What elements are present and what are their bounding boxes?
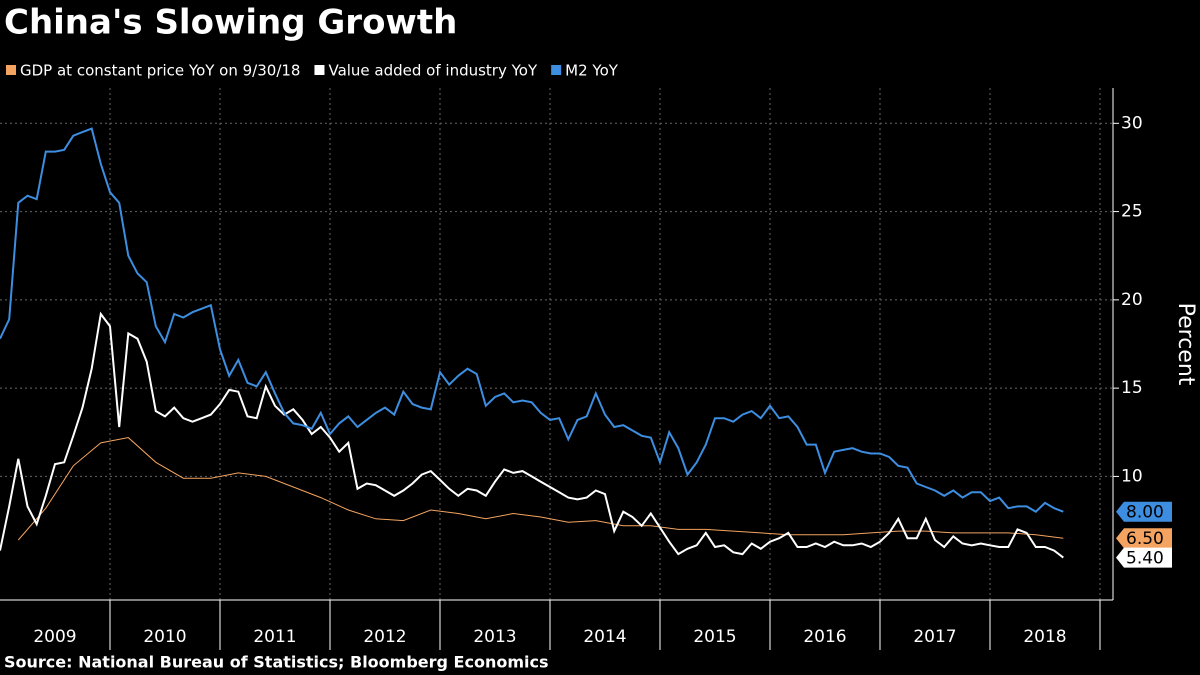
legend-label: M2 YoY: [565, 62, 619, 80]
source: Source: National Bureau of Statistics; B…: [4, 653, 549, 672]
x-tick-label: 2009: [33, 627, 76, 647]
end-label: 8.00: [1126, 503, 1164, 523]
y-tick-label: 30: [1121, 113, 1143, 133]
y-axis-label: Percent: [1173, 303, 1198, 386]
end-label: 5.40: [1126, 549, 1164, 569]
x-tick-label: 2014: [583, 627, 626, 647]
x-tick-label: 2011: [253, 627, 296, 647]
x-tick-label: 2012: [363, 627, 406, 647]
chart-title: China's Slowing Growth: [4, 3, 457, 43]
legend-swatch: [551, 65, 562, 75]
y-tick-label: 25: [1121, 202, 1143, 222]
end-label-box: [1116, 528, 1172, 549]
series-line: [0, 311, 1064, 559]
x-tick-label: 2016: [803, 627, 846, 647]
y-tick-label: 15: [1121, 378, 1143, 398]
x-tick-label: 2018: [1023, 627, 1066, 647]
x-tick-label: 2010: [143, 627, 186, 647]
legend: GDP at constant price YoY on 9/30/18 Valu…: [6, 62, 619, 80]
end-label: 6.50: [1126, 529, 1164, 549]
end-label-box: [1116, 547, 1172, 568]
x-tick-label: 2015: [693, 627, 736, 647]
x-tick-label: 2013: [473, 627, 516, 647]
end-label-box: [1116, 501, 1172, 522]
series-line: [0, 127, 1064, 513]
legend-label: Value added of industry YoY: [328, 62, 537, 80]
legend-label: GDP at constant price YoY on 9/30/18: [20, 62, 300, 80]
y-tick-label: 10: [1121, 466, 1143, 486]
x-tick-label: 2017: [913, 627, 956, 647]
legend-swatch: [6, 65, 16, 75]
series-line: [17, 437, 1064, 541]
legend-swatch: [314, 65, 325, 75]
y-tick-label: 20: [1121, 290, 1143, 310]
